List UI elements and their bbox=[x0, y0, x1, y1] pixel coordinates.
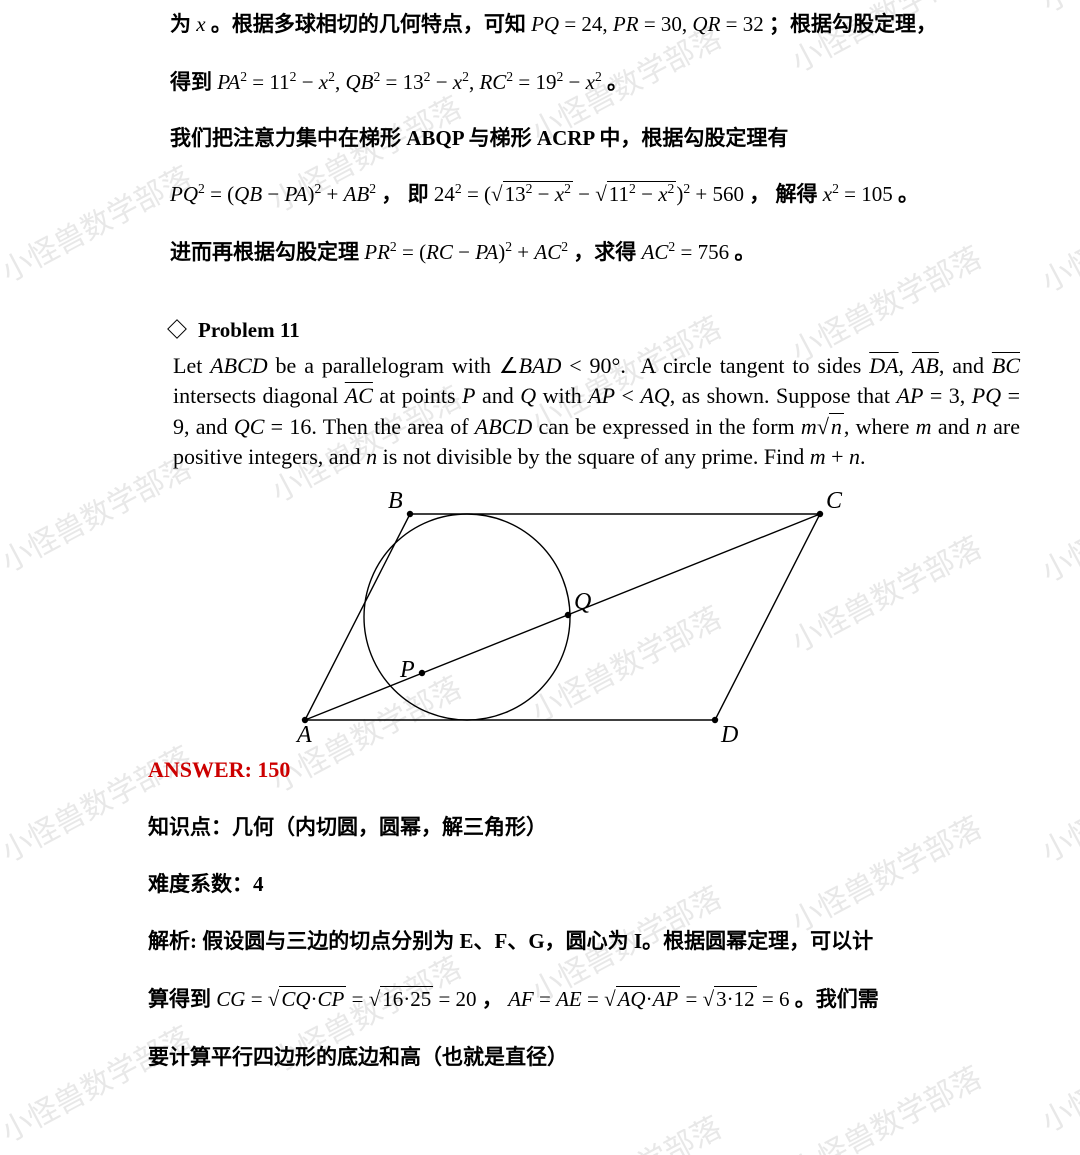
svg-text:C: C bbox=[826, 492, 843, 514]
pt-mid: intersects diagonal bbox=[173, 383, 345, 408]
answer-line: ANSWER: 150 bbox=[148, 757, 998, 783]
sol-l2-eq1: CG = CQ·CP = 16·25 = 20 bbox=[216, 987, 476, 1011]
figure-parallelogram: A B C D P Q bbox=[255, 492, 1020, 747]
problem-label: Problem 11 bbox=[198, 318, 300, 342]
t1-suffix: ；根据勾股定理， bbox=[764, 12, 937, 36]
difficulty-value: 4 bbox=[253, 872, 264, 896]
seg-AC: AC bbox=[345, 383, 373, 408]
para-top-1: 为 x 。根据多球相切的几何特点，可知 PQ = 24, PR = 30, QR… bbox=[170, 0, 1020, 48]
solution-line-1: 解析: 假设圆与三边的切点分别为 E、F、G，圆心为 I。根据圆幂定理，可以计 bbox=[148, 916, 998, 966]
t5-prefix: 进而再根据勾股定理 bbox=[170, 240, 364, 264]
sol-l2-eq2: AF = AE = AQ·AP = 3·12 = 6 bbox=[508, 987, 789, 1011]
eq-a-suf1: ， 解得 bbox=[744, 182, 823, 206]
knowledge-line: 知识点：几何（内切圆，圆幂，解三角形） bbox=[148, 803, 998, 851]
para-top-3: 我们把注意力集中在梯形 ABQP 与梯形 ACRP 中，根据勾股定理有 bbox=[170, 119, 1020, 159]
t5-mid: ，求得 bbox=[568, 240, 642, 264]
svg-text:P: P bbox=[399, 657, 415, 683]
solution-line-3: 要计算平行四边形的底边和高（也就是直径） bbox=[148, 1033, 998, 1081]
svg-text:D: D bbox=[720, 722, 738, 742]
sol-l2-prefix: 算得到 bbox=[148, 987, 216, 1011]
para-top-5: 进而再根据勾股定理 PR2 = (RC − PA)2 + AC2 ，求得 AC2… bbox=[170, 233, 1020, 273]
t2-suffix: 。 bbox=[602, 70, 628, 94]
eq-a-suf2: 。 bbox=[893, 182, 919, 206]
eq-a-mid: ， 即 bbox=[376, 182, 434, 206]
difficulty-label: 难度系数： bbox=[148, 872, 253, 896]
svg-text:B: B bbox=[388, 492, 403, 514]
t2-prefix: 得到 bbox=[170, 70, 217, 94]
page: 小怪兽数学部落小怪兽数学部落小怪兽数学部落小怪兽数学部落小怪兽数学部落小怪兽数学… bbox=[0, 0, 1080, 1155]
figure-svg: A B C D P Q bbox=[255, 492, 875, 742]
eq-a3: x2 = 105 bbox=[823, 182, 893, 206]
solution-label: 解析: bbox=[148, 929, 202, 953]
knowledge-value: 几何（内切圆，圆幂，解三角形） bbox=[232, 815, 547, 839]
t5-suffix: 。 bbox=[729, 240, 755, 264]
difficulty-line: 难度系数：4 bbox=[148, 860, 998, 908]
t5-eq: PR2 = (RC − PA)2 + AC2 bbox=[364, 240, 568, 264]
seg-BC: BC bbox=[992, 353, 1020, 378]
para-top-2: 得到 PA2 = 112 − x2, QB2 = 132 − x2, RC2 =… bbox=[170, 58, 1020, 106]
content: 为 x 。根据多球相切的几何特点，可知 PQ = 24, PR = 30, QR… bbox=[0, 0, 1080, 1081]
seg-DA: DA bbox=[869, 353, 898, 378]
problem-header: Problem 11 bbox=[170, 318, 1020, 343]
svg-text:Q: Q bbox=[574, 589, 591, 615]
knowledge-label: 知识点： bbox=[148, 815, 232, 839]
equation-line-1: PQ2 = (QB − PA)2 + AB2 ， 即 242 = (132 − … bbox=[170, 168, 1020, 221]
diamond-icon bbox=[167, 319, 187, 339]
answer-value: 150 bbox=[257, 757, 290, 782]
seg-AB: AB bbox=[912, 353, 939, 378]
answer-label: ANSWER: bbox=[148, 757, 257, 782]
eq-a1: PQ2 = (QB − PA)2 + AB2 bbox=[170, 182, 376, 206]
t1-var: x bbox=[196, 12, 205, 36]
solution-l1: 假设圆与三边的切点分别为 E、F、G，圆心为 I。根据圆幂定理，可以计 bbox=[202, 929, 873, 953]
svg-text:A: A bbox=[295, 722, 312, 742]
solution-line-2: 算得到 CG = CQ·CP = 16·25 = 20 ， AF = AE = … bbox=[148, 974, 998, 1024]
sol-l2-suffix: 。我们需 bbox=[789, 987, 878, 1011]
t1-eq: PQ = 24, PR = 30, QR = 32 bbox=[531, 12, 764, 36]
eq-a2: 242 = (132 − x2 − 112 − x2)2 + 560 bbox=[434, 182, 744, 206]
problem-text: Let ABCD be a parallelogram with ∠BAD < … bbox=[173, 351, 1020, 472]
t5-eq2: AC2 = 756 bbox=[642, 240, 730, 264]
t1-mid: 。根据多球相切的几何特点，可知 bbox=[206, 12, 532, 36]
sol-l2-mid: ， bbox=[477, 987, 509, 1011]
t1-prefix: 为 bbox=[170, 12, 196, 36]
t2-eq: PA2 = 112 − x2, QB2 = 132 − x2, RC2 = 19… bbox=[217, 70, 602, 94]
